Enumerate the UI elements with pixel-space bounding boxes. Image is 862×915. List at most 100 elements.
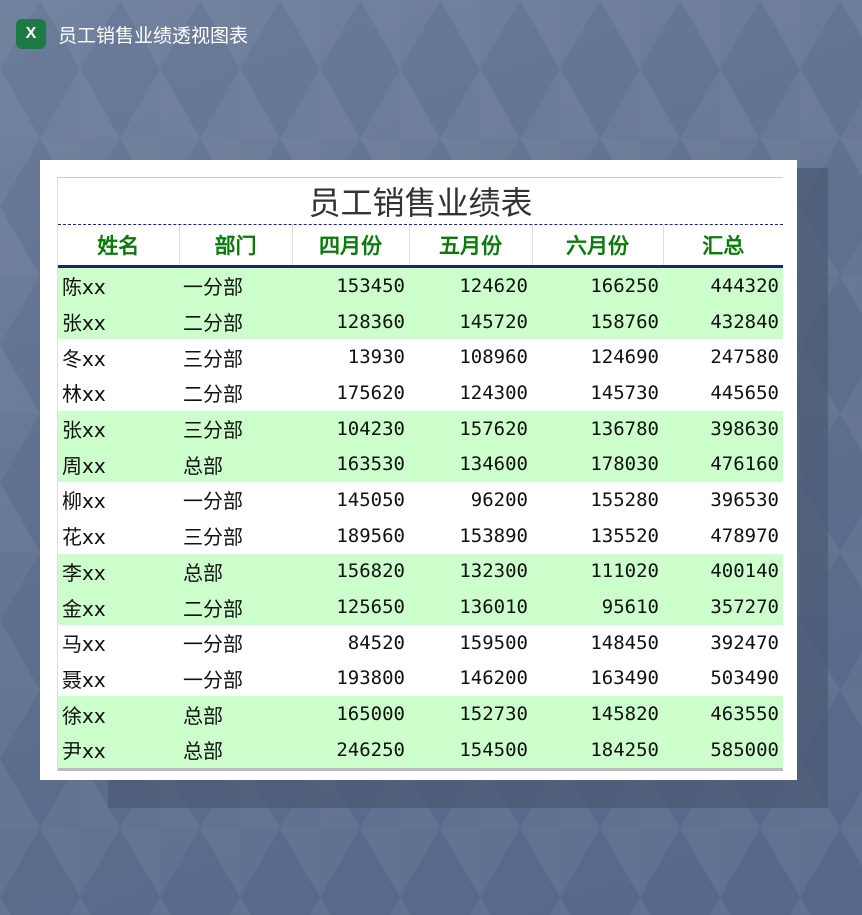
cell-april[interactable]: 153450: [292, 266, 409, 304]
cell-name[interactable]: 徐xx: [58, 696, 179, 732]
sales-table: 姓名 部门 四月份 五月份 六月份 汇总 陈xx 一分部 153450 124620 166250…: [58, 225, 783, 771]
cell-total[interactable]: 392470: [710, 631, 779, 654]
cell-name[interactable]: 金xx: [58, 589, 179, 625]
cell-dept[interactable]: 总部: [179, 446, 292, 483]
cell-name[interactable]: 冬xx: [62, 346, 106, 371]
header-total[interactable]: 汇总: [663, 225, 783, 268]
spreadsheet: 员工销售业绩表 姓名 部门 四月份 五月份 六月份 汇总 陈xx 一分部 153450 1246…: [57, 177, 783, 771]
cell-april[interactable]: 163530: [292, 446, 409, 483]
cell-dept[interactable]: 一分部: [183, 632, 243, 657]
cell-dept[interactable]: 总部: [179, 553, 292, 590]
cell-total[interactable]: 396530: [710, 488, 779, 511]
cell-june[interactable]: 155280: [590, 488, 659, 511]
cell-june[interactable]: 145820: [532, 696, 663, 732]
cell-april[interactable]: 145050: [336, 488, 405, 511]
cell-april[interactable]: 125650: [292, 589, 409, 625]
cell-may[interactable]: 124300: [459, 381, 528, 404]
cell-name[interactable]: 林xx: [62, 382, 106, 407]
cell-april[interactable]: 156820: [292, 553, 409, 590]
header-name[interactable]: 姓名: [58, 225, 180, 268]
cell-dept[interactable]: 三分部: [183, 346, 243, 371]
cell-june[interactable]: 184250: [532, 731, 663, 770]
cell-dept[interactable]: 二分部: [179, 303, 292, 340]
cell-june[interactable]: 166250: [532, 266, 663, 304]
table-row: 徐xx 总部 165000 152730 145820 463550: [58, 696, 783, 732]
cell-total[interactable]: 432840: [663, 303, 783, 340]
cell-total[interactable]: 445650: [710, 381, 779, 404]
cell-dept[interactable]: 二分部: [183, 382, 243, 407]
cell-total[interactable]: 357270: [663, 589, 783, 625]
header-may[interactable]: 五月份: [409, 225, 533, 268]
cell-april[interactable]: 246250: [292, 731, 409, 770]
table-row: 尹xx 总部 246250 154500 184250 585000: [58, 731, 783, 770]
table-row: 金xx 二分部 125650 136010 95610 357270: [58, 589, 783, 625]
cell-total[interactable]: 476160: [663, 446, 783, 483]
table-row: 马xx 一分部 84520 159500 148450 392470: [58, 625, 783, 661]
cell-april[interactable]: 175620: [336, 381, 405, 404]
cell-name[interactable]: 马xx: [62, 632, 106, 657]
cell-june[interactable]: 136780: [532, 410, 663, 447]
header-april[interactable]: 四月份: [292, 225, 410, 268]
cell-name[interactable]: 张xx: [58, 303, 179, 340]
cell-name[interactable]: 柳xx: [62, 489, 106, 514]
cell-may[interactable]: 159500: [459, 631, 528, 654]
title-bar: X 员工销售业绩透视图表: [16, 14, 248, 54]
cell-dept[interactable]: 一分部: [179, 266, 292, 304]
cell-may[interactable]: 152730: [409, 696, 532, 732]
cell-dept[interactable]: 一分部: [183, 489, 243, 514]
cell-total[interactable]: 398630: [663, 410, 783, 447]
header-dept[interactable]: 部门: [179, 225, 293, 268]
cell-april[interactable]: 84520: [347, 631, 405, 654]
cell-dept[interactable]: 总部: [179, 731, 292, 770]
cell-may[interactable]: 132300: [409, 553, 532, 590]
cell-may[interactable]: 153890: [459, 524, 528, 547]
cell-dept[interactable]: 一分部: [183, 667, 243, 692]
table-row: 李xx 总部 156820 132300 111020 400140: [58, 553, 783, 590]
excel-icon: X: [16, 19, 46, 49]
cell-name[interactable]: 周xx: [58, 446, 179, 483]
cell-may[interactable]: 124620: [409, 266, 532, 304]
cell-may[interactable]: 96200: [470, 488, 528, 511]
cell-june[interactable]: 178030: [532, 446, 663, 483]
cell-name[interactable]: 陈xx: [58, 266, 179, 304]
cell-may[interactable]: 154500: [409, 731, 532, 770]
cell-june[interactable]: 163490: [590, 667, 659, 690]
cell-total[interactable]: 478970: [710, 524, 779, 547]
cell-dept[interactable]: 总部: [179, 696, 292, 732]
cell-name[interactable]: 花xx: [62, 525, 106, 550]
cell-april[interactable]: 193800: [336, 667, 405, 690]
table-row: 林xx 二分部 175620 124300 145730 445650: [58, 375, 783, 411]
cell-june[interactable]: 145730: [590, 381, 659, 404]
cell-april[interactable]: 13930: [347, 346, 405, 369]
cell-june[interactable]: 95610: [532, 589, 663, 625]
cell-dept[interactable]: 三分部: [179, 410, 292, 447]
cell-april[interactable]: 189560: [336, 524, 405, 547]
cell-total[interactable]: 444320: [663, 266, 783, 304]
cell-june[interactable]: 111020: [532, 553, 663, 590]
cell-may[interactable]: 108960: [459, 346, 528, 369]
cell-may[interactable]: 145720: [409, 303, 532, 340]
cell-april[interactable]: 128360: [292, 303, 409, 340]
cell-dept[interactable]: 三分部: [183, 525, 243, 550]
cell-name[interactable]: 聂xx: [62, 667, 106, 692]
cell-april[interactable]: 165000: [292, 696, 409, 732]
cell-may[interactable]: 134600: [409, 446, 532, 483]
cell-may[interactable]: 136010: [409, 589, 532, 625]
cell-june[interactable]: 148450: [590, 631, 659, 654]
cell-may[interactable]: 157620: [409, 410, 532, 447]
cell-april[interactable]: 104230: [292, 410, 409, 447]
cell-june[interactable]: 158760: [532, 303, 663, 340]
cell-name[interactable]: 李xx: [58, 553, 179, 590]
cell-june[interactable]: 124690: [590, 346, 659, 369]
cell-total[interactable]: 400140: [663, 553, 783, 590]
cell-total[interactable]: 503490: [710, 667, 779, 690]
cell-may[interactable]: 146200: [459, 667, 528, 690]
cell-june[interactable]: 135520: [590, 524, 659, 547]
header-june[interactable]: 六月份: [532, 225, 664, 268]
cell-dept[interactable]: 二分部: [179, 589, 292, 625]
cell-total[interactable]: 463550: [663, 696, 783, 732]
cell-name[interactable]: 张xx: [58, 410, 179, 447]
cell-total[interactable]: 247580: [710, 346, 779, 369]
cell-total[interactable]: 585000: [663, 731, 783, 770]
cell-name[interactable]: 尹xx: [58, 731, 179, 770]
